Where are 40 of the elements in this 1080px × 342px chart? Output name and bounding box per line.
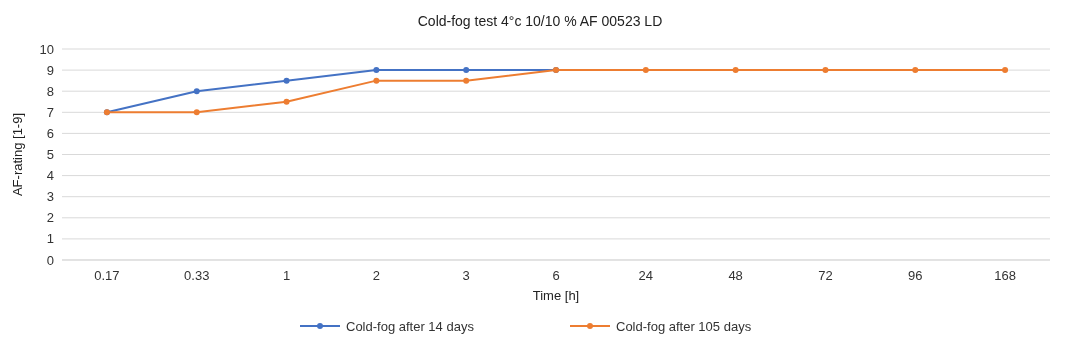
y-tick-label: 2 bbox=[46, 210, 54, 226]
point bbox=[1002, 67, 1009, 74]
point bbox=[193, 88, 200, 95]
point bbox=[373, 67, 380, 74]
point bbox=[912, 67, 919, 74]
legend-label: Cold-fog after 14 days bbox=[346, 318, 475, 334]
legend-label: Cold-fog after 105 days bbox=[616, 318, 752, 334]
y-axis-title: AF-rating [1-9] bbox=[10, 112, 25, 197]
point bbox=[193, 109, 200, 116]
y-tick-label: 7 bbox=[46, 104, 54, 120]
x-tick-label: 168 bbox=[994, 268, 1016, 283]
x-tick-label: 24 bbox=[638, 268, 654, 283]
point bbox=[373, 77, 380, 84]
x-tick-label: 48 bbox=[728, 268, 743, 283]
x-tick-label: 72 bbox=[818, 268, 833, 283]
y-tick-label: 10 bbox=[39, 41, 54, 57]
x-tick-label: 2 bbox=[372, 268, 380, 283]
y-tick-label: 1 bbox=[46, 231, 54, 247]
point bbox=[822, 67, 829, 74]
y-tick-label: 3 bbox=[46, 189, 54, 205]
point bbox=[642, 67, 649, 74]
y-tick-label: 6 bbox=[46, 125, 54, 141]
x-tick-label: 96 bbox=[908, 268, 923, 283]
x-tick-label: 0.17 bbox=[94, 268, 120, 283]
point bbox=[463, 67, 470, 74]
x-tick-label: 0.33 bbox=[184, 268, 210, 283]
point bbox=[283, 77, 290, 84]
y-tick-label: 8 bbox=[46, 83, 54, 99]
y-tick-label: 0 bbox=[46, 252, 54, 268]
point bbox=[283, 98, 290, 105]
point bbox=[732, 67, 739, 74]
chart-title: Cold-fog test 4°c 10/10 % AF 00523 LD bbox=[417, 13, 663, 29]
x-tick-label: 6 bbox=[552, 268, 560, 283]
y-tick-label: 5 bbox=[46, 147, 54, 163]
x-axis-title: Time [h] bbox=[532, 288, 580, 303]
point bbox=[463, 77, 470, 84]
x-tick-label: 1 bbox=[282, 268, 291, 283]
y-tick-label: 9 bbox=[46, 62, 54, 78]
x-tick-label: 3 bbox=[462, 268, 470, 283]
y-tick-label: 4 bbox=[46, 168, 54, 184]
